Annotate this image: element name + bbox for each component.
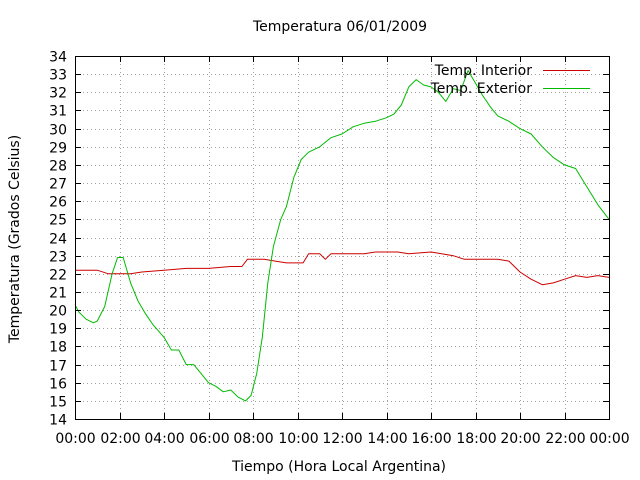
y-tick-label: 22 <box>49 268 67 284</box>
series-lines <box>74 70 610 402</box>
y-tick-labels: 14 15 16 17 18 19 20 21 22 23 24 25 26 27 28 29 30 31 32 33… <box>49 50 67 429</box>
y-tick-label: 29 <box>49 141 67 157</box>
y-tick-label: 24 <box>49 232 67 248</box>
y-tick-label: 15 <box>49 395 67 411</box>
x-axis-label: Tiempo (Hora Local Argentina) <box>231 459 446 475</box>
y-tick-label: 18 <box>49 340 67 356</box>
legend-label-temp-exterior: Temp. Exterior <box>430 81 533 97</box>
y-tick-label: 14 <box>49 413 67 429</box>
x-tick-label: 10:00 <box>278 431 318 447</box>
y-tick-label: 23 <box>49 250 67 266</box>
x-tick-label: 22:00 <box>545 431 585 447</box>
y-tick-label: 25 <box>49 213 67 229</box>
y-tick-label: 19 <box>49 322 67 338</box>
y-tick-label: 16 <box>49 377 67 393</box>
x-tick-label: 00:00 <box>589 431 629 447</box>
y-tick-label: 20 <box>49 304 67 320</box>
chart-title: Temperatura 06/01/2009 <box>252 19 427 35</box>
axis-ticks <box>75 56 610 420</box>
legend: Temp. Interior Temp. Exterior <box>430 63 590 97</box>
x-tick-label: 16:00 <box>411 431 451 447</box>
y-tick-label: 27 <box>49 177 67 193</box>
x-tick-label: 02:00 <box>100 431 140 447</box>
y-tick-label: 32 <box>49 86 67 102</box>
x-tick-label: 12:00 <box>322 431 362 447</box>
y-tick-label: 33 <box>49 68 67 84</box>
x-tick-label: 00:00 <box>55 431 95 447</box>
x-tick-label: 18:00 <box>456 431 496 447</box>
x-tick-label: 14:00 <box>367 431 407 447</box>
y-tick-label: 34 <box>49 50 67 66</box>
y-tick-label: 17 <box>49 359 67 375</box>
series-line-temp-exterior <box>74 70 610 402</box>
y-axis-label: Temperatura (Grados Celsius) <box>7 135 23 344</box>
grid <box>75 56 609 419</box>
x-tick-labels: 00:00 02:00 04:00 06:00 08:00 10:00 12:00 14:00… <box>55 431 629 447</box>
series-line-temp-interior <box>75 251 610 286</box>
y-tick-label: 21 <box>49 286 67 302</box>
x-tick-label: 06:00 <box>189 431 229 447</box>
legend-label-temp-interior: Temp. Interior <box>434 63 533 79</box>
y-tick-label: 30 <box>49 123 67 139</box>
x-tick-label: 08:00 <box>233 431 273 447</box>
x-tick-label: 04:00 <box>144 431 184 447</box>
y-tick-label: 26 <box>49 195 67 211</box>
y-tick-label: 28 <box>49 159 67 175</box>
x-tick-label: 20:00 <box>500 431 540 447</box>
y-tick-label: 31 <box>49 104 67 120</box>
